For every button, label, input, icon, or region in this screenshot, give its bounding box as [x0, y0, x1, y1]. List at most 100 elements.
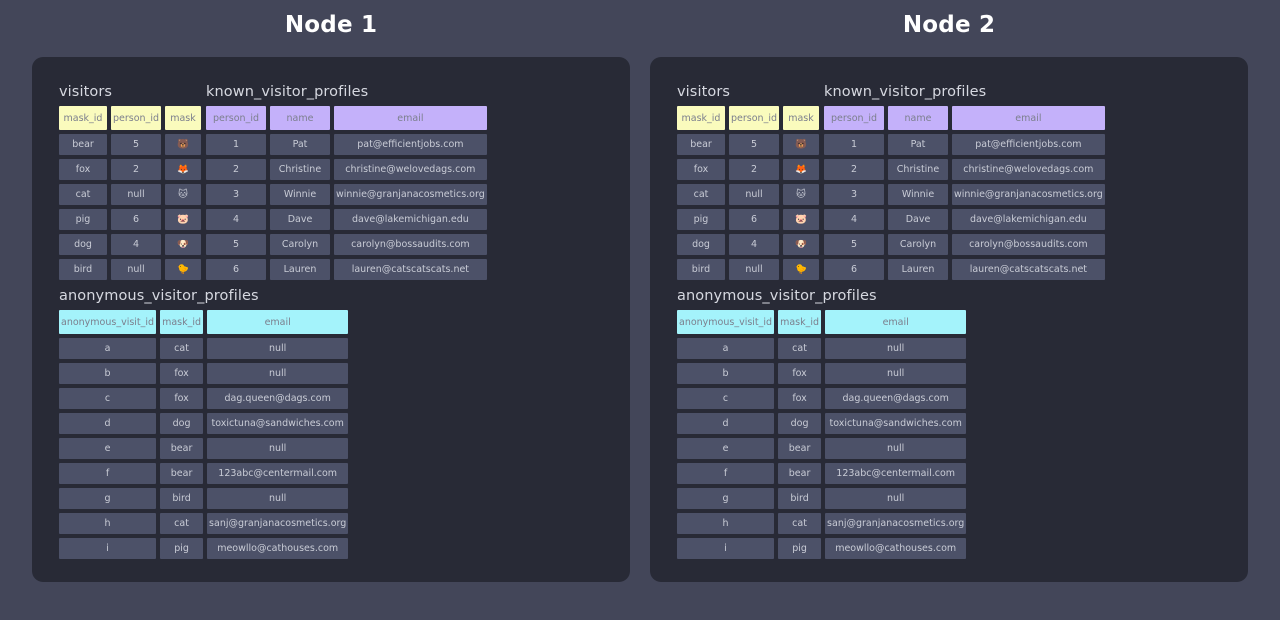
table-cell: 5	[206, 234, 266, 255]
table-cell: e	[677, 438, 775, 459]
table-cell: 4	[111, 234, 161, 255]
column-header: name	[270, 106, 330, 130]
table-cell: fox	[160, 388, 204, 409]
mask-emoji-cell: 🐻	[782, 134, 819, 155]
mask-emoji-cell: 🦊	[164, 159, 201, 180]
table-cell: b	[677, 363, 775, 384]
table-cell: cat	[160, 513, 204, 534]
table-row: dog 4 🐶	[677, 234, 819, 255]
table-cell: null	[825, 363, 967, 384]
table-row: a cat null	[59, 338, 349, 359]
table-row: g bird null	[59, 488, 349, 509]
table-cell: g	[677, 488, 775, 509]
table-header-row: person_id name email	[824, 106, 1105, 130]
table-cell: null	[111, 259, 161, 280]
table-row: a cat null	[677, 338, 967, 359]
table-cell: 5	[729, 134, 779, 155]
table-cell: Christine	[888, 159, 948, 180]
table-cell: dog	[59, 234, 107, 255]
table-cell: pig	[677, 209, 725, 230]
table-cell: Carolyn	[270, 234, 330, 255]
mask-emoji-cell: 🐷	[782, 209, 819, 230]
column-header: mask_id	[160, 310, 204, 334]
table-cell: a	[677, 338, 775, 359]
table-row: h cat sanj@granjanacosmetics.org	[59, 513, 349, 534]
table-cell: null	[207, 438, 349, 459]
table-cell: fox	[778, 363, 822, 384]
table-cell: christine@welovedags.com	[952, 159, 1105, 180]
table-cell: dave@lakemichigan.edu	[952, 209, 1105, 230]
column-header: anonymous_visit_id	[59, 310, 157, 334]
anonymous-visitor-profiles-table-title: anonymous_visitor_profiles	[677, 288, 877, 304]
table-cell: a	[59, 338, 157, 359]
table-row: c fox dag.queen@dags.com	[677, 388, 967, 409]
table-cell: cat	[677, 184, 725, 205]
visitors-table-title: visitors	[677, 84, 731, 100]
table-cell: carolyn@bossaudits.com	[334, 234, 487, 255]
table-cell: bird	[160, 488, 204, 509]
node-2-anonymous-visitor-profiles-table-block: anonymous_visitor_profiles anonymous_vis…	[677, 288, 967, 559]
table-row: pig 6 🐷	[677, 209, 819, 230]
table-row: dog 4 🐶	[59, 234, 201, 255]
table-cell: dog	[778, 413, 822, 434]
anonymous-visitor-profiles-table-title: anonymous_visitor_profiles	[59, 288, 259, 304]
table-cell: christine@welovedags.com	[334, 159, 487, 180]
table-cell: 6	[206, 259, 266, 280]
table-cell: Pat	[888, 134, 948, 155]
table-cell: lauren@catscatscats.net	[334, 259, 487, 280]
table-cell: pig	[59, 209, 107, 230]
table-cell: g	[59, 488, 157, 509]
table-cell: Winnie	[270, 184, 330, 205]
column-header: mask_id	[778, 310, 822, 334]
table-row: g bird null	[677, 488, 967, 509]
table-row: 6 Lauren lauren@catscatscats.net	[824, 259, 1105, 280]
table-cell: dog	[677, 234, 725, 255]
table-cell: e	[59, 438, 157, 459]
mask-emoji-cell: 🐤	[782, 259, 819, 280]
table-cell: dog	[160, 413, 204, 434]
node-2-panel: visitors mask_id person_id mask bear 5 🐻 fox 2 🦊…	[650, 57, 1248, 582]
table-cell: carolyn@bossaudits.com	[952, 234, 1105, 255]
table-cell: toxictuna@sandwiches.com	[207, 413, 349, 434]
column-header: email	[207, 310, 349, 334]
table-cell: Dave	[270, 209, 330, 230]
table-cell: 123abc@centermail.com	[207, 463, 349, 484]
table-cell: 2	[824, 159, 884, 180]
table-row: 5 Carolyn carolyn@bossaudits.com	[824, 234, 1105, 255]
column-header: person_id	[111, 106, 161, 130]
table-cell: 1	[206, 134, 266, 155]
table-cell: 2	[111, 159, 161, 180]
table-cell: cat	[59, 184, 107, 205]
table-cell: fox	[677, 159, 725, 180]
table-cell: bird	[778, 488, 822, 509]
column-header: mask	[782, 106, 819, 130]
table-row: bear 5 🐻	[59, 134, 201, 155]
table-row: c fox dag.queen@dags.com	[59, 388, 349, 409]
table-cell: i	[677, 538, 775, 559]
table-cell: null	[111, 184, 161, 205]
known-visitor-profiles-table: person_id name email 1 Pat pat@efficientjobs.…	[202, 102, 491, 284]
table-row: h cat sanj@granjanacosmetics.org	[677, 513, 967, 534]
table-cell: null	[207, 338, 349, 359]
mask-emoji-cell: 🐶	[164, 234, 201, 255]
table-cell: bear	[160, 463, 204, 484]
node-2: Node 2 visitors mask_id person_id mask bear…	[650, 0, 1248, 582]
table-cell: d	[59, 413, 157, 434]
column-header: mask	[164, 106, 201, 130]
table-cell: 6	[111, 209, 161, 230]
table-cell: bear	[778, 438, 822, 459]
table-header-row: mask_id person_id mask	[677, 106, 819, 130]
table-cell: fox	[778, 388, 822, 409]
table-row: fox 2 🦊	[59, 159, 201, 180]
mask-emoji-cell: 🐶	[782, 234, 819, 255]
table-cell: Pat	[270, 134, 330, 155]
table-cell: dag.queen@dags.com	[825, 388, 967, 409]
table-cell: pig	[160, 538, 204, 559]
table-cell: f	[677, 463, 775, 484]
known-visitor-profiles-table-title: known_visitor_profiles	[824, 84, 987, 100]
anonymous-visitor-profiles-table: anonymous_visit_id mask_id email a cat null b f…	[673, 306, 970, 563]
table-cell: lauren@catscatscats.net	[952, 259, 1105, 280]
table-cell: cat	[778, 338, 822, 359]
table-cell: winnie@granjanacosmetics.org	[952, 184, 1105, 205]
table-cell: dag.queen@dags.com	[207, 388, 349, 409]
